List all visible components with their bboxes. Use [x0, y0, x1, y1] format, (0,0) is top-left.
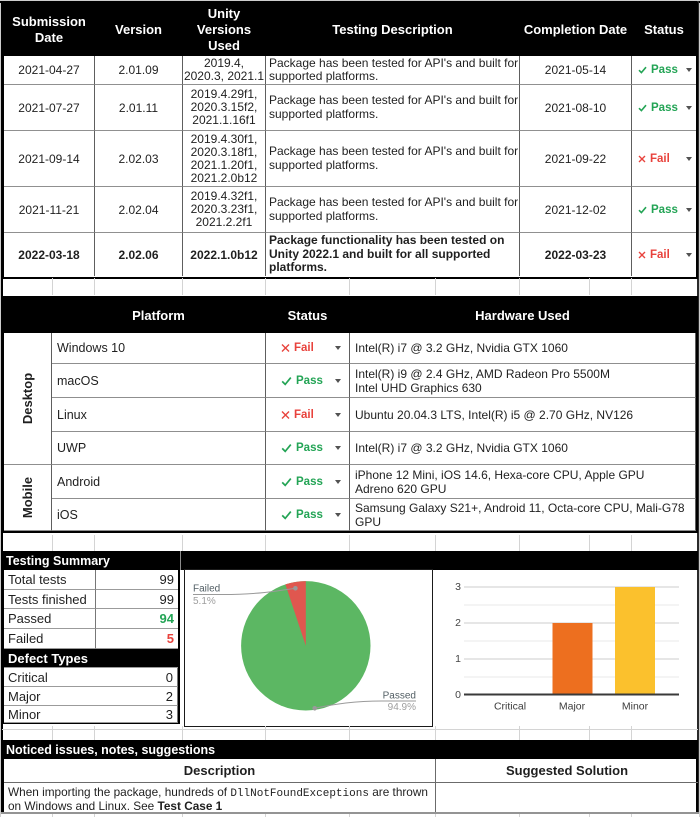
svg-text:Critical: Critical — [494, 701, 526, 713]
svg-text:3: 3 — [455, 581, 461, 593]
svg-text:Passed: Passed — [383, 691, 416, 702]
svg-text:94.9%: 94.9% — [388, 702, 416, 713]
svg-text:Minor: Minor — [622, 701, 649, 713]
svg-text:Major: Major — [559, 701, 586, 713]
svg-text:5.1%: 5.1% — [193, 596, 216, 607]
svg-text:0: 0 — [455, 689, 461, 701]
svg-text:1: 1 — [455, 653, 461, 665]
svg-text:Failed: Failed — [193, 584, 220, 595]
svg-text:2: 2 — [455, 617, 461, 629]
